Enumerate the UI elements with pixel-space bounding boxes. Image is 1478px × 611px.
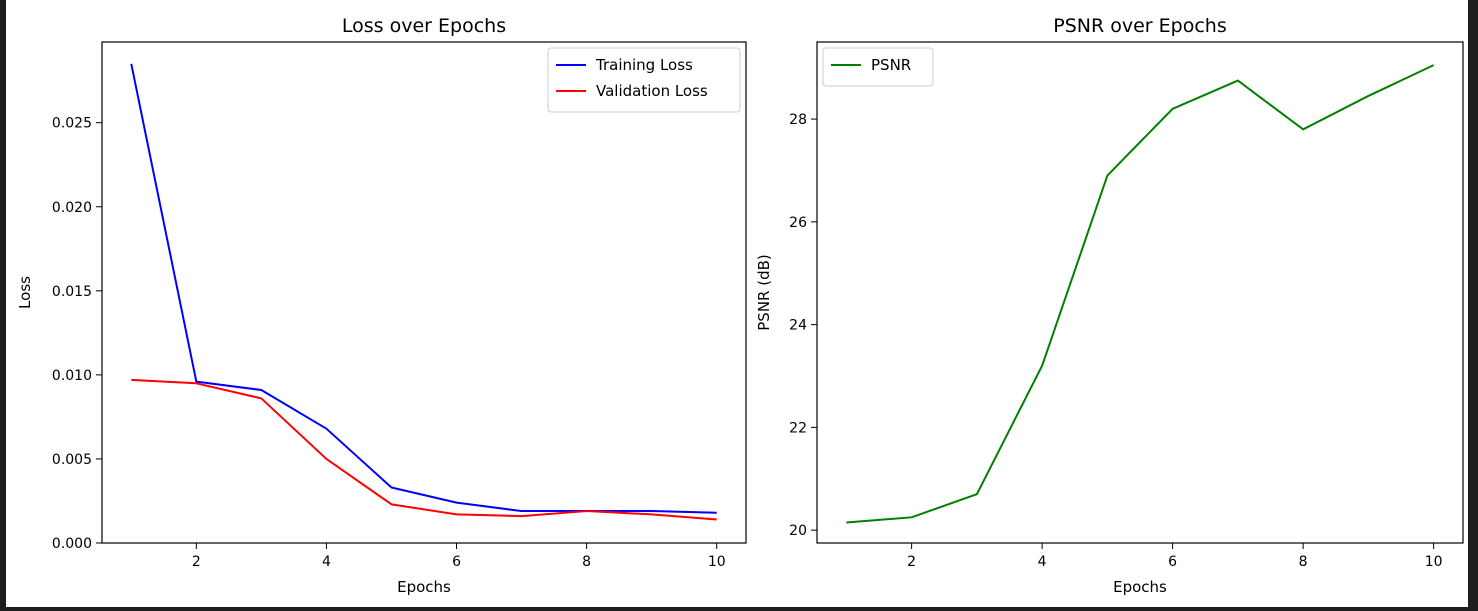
y-tick-label: 0.015 [52, 284, 92, 300]
y-tick-label: 20 [789, 523, 807, 539]
y-tick-label: 28 [789, 112, 807, 128]
y-tick-label: 24 [789, 318, 807, 334]
plot-frame [816, 41, 1464, 544]
y-tick-label: 0.025 [52, 116, 92, 132]
chart-title: PSNR over Epochs [1053, 15, 1226, 37]
legend-box [547, 47, 741, 113]
legend-label: Training Loss [595, 56, 693, 74]
y-tick-label: 0.000 [52, 536, 92, 552]
y-axis-label: PSNR (dB) [755, 254, 773, 331]
series-line-training-loss [130, 63, 717, 514]
x-tick-label: 6 [452, 554, 461, 570]
series-line-validation-loss [131, 378, 717, 521]
x-tick-label: 4 [322, 554, 331, 570]
x-tick-label: 8 [582, 554, 591, 570]
legend: PSNR [822, 47, 934, 87]
y-tick-label: 0.010 [52, 368, 92, 384]
x-tick-label: 4 [1038, 554, 1047, 570]
y-tick-label: 22 [789, 420, 807, 436]
legend-label: PSNR [871, 56, 911, 74]
y-axis-label: Loss [16, 276, 34, 309]
chart-title: Loss over Epochs [342, 15, 506, 37]
legend-label: Validation Loss [596, 82, 708, 100]
x-tick-label: 10 [708, 554, 726, 570]
x-tick-label: 6 [1168, 554, 1177, 570]
y-tick-label: 0.020 [52, 200, 92, 216]
x-axis-label: Epochs [1113, 578, 1167, 596]
series-line-psnr [846, 64, 1435, 524]
x-axis-label: Epochs [397, 578, 451, 596]
x-tick-label: 8 [1299, 554, 1308, 570]
figure: Loss over Epochs 2 4 6 8 10 0.000 0.005 0.010 0.0… [6, 0, 1468, 607]
y-tick-label: 0.005 [52, 452, 92, 468]
plot-frame [101, 41, 747, 544]
x-tick-label: 2 [192, 554, 201, 570]
y-tick-label: 26 [789, 215, 807, 231]
legend-box [822, 47, 934, 87]
x-tick-label: 2 [907, 554, 916, 570]
x-tick-label: 10 [1425, 554, 1443, 570]
chart-1: Loss over Epochs 2 4 6 8 10 0.000 0.005 0.010 0.0… [16, 15, 747, 596]
legend: Training Loss Validation Loss [547, 47, 741, 113]
